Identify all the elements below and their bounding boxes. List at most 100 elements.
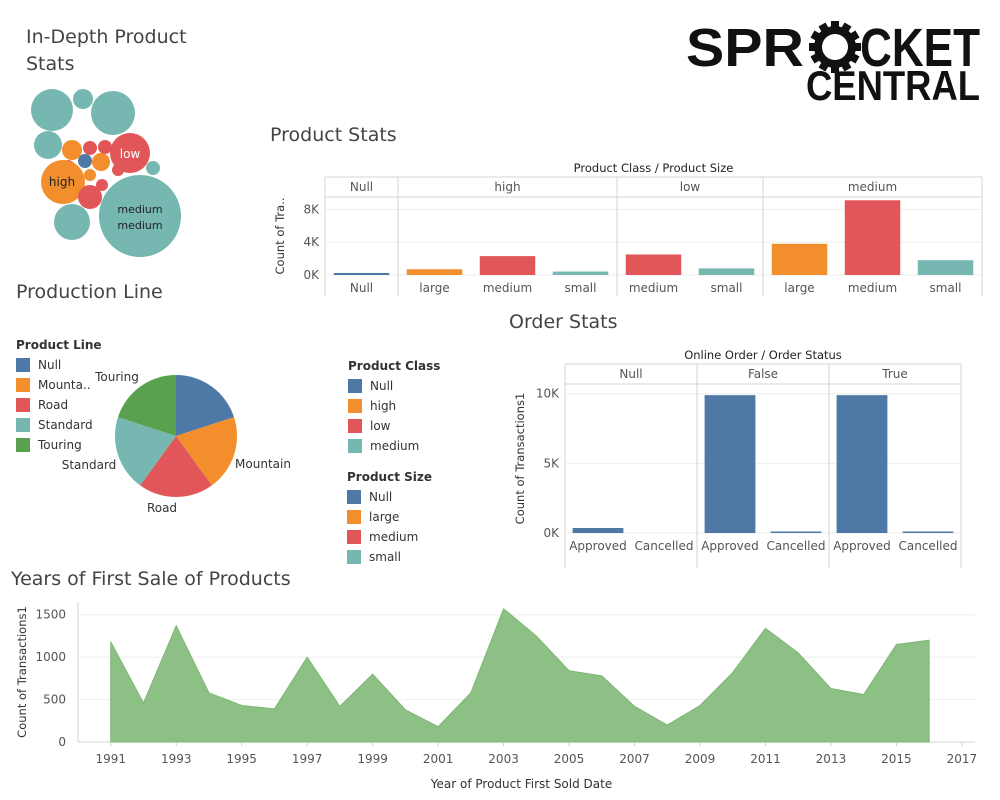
y-tick-label: 0 [58, 735, 66, 749]
area-series [110, 607, 930, 743]
legend-title: Product Class [348, 359, 441, 373]
bar [479, 256, 536, 275]
legend-label: medium [369, 530, 419, 544]
legend-label: Touring [38, 438, 82, 452]
x-tick-label: 2017 [947, 752, 978, 766]
logo-text-central: CENTRAL [806, 62, 980, 109]
y-axis-label: Count of Transactions1 [15, 606, 29, 738]
gear-tooth [818, 22, 830, 34]
x-tick-label: 2009 [685, 752, 716, 766]
legend-item[interactable]: medium [348, 436, 440, 456]
x-tick-label: Cancelled [899, 539, 958, 553]
bubble [112, 164, 124, 176]
legend-item[interactable]: large [347, 507, 432, 527]
legend-swatch [16, 378, 30, 392]
legend-swatch [348, 439, 362, 453]
gear-tooth [818, 60, 830, 72]
x-tick-label: Null [350, 281, 373, 295]
legend-item[interactable]: high [348, 396, 440, 416]
x-tick-label: small [930, 281, 962, 295]
legend-label: Mounta.. [38, 378, 91, 392]
bar [572, 527, 624, 533]
bar [770, 531, 822, 533]
y-tick-label: 500 [43, 693, 66, 707]
legend-item[interactable]: Touring [16, 435, 102, 455]
bar [625, 254, 682, 275]
legend-swatch [347, 490, 361, 504]
x-tick-label: 1999 [357, 752, 388, 766]
legend-swatch [347, 510, 361, 524]
legend-item[interactable]: Null [348, 376, 440, 396]
pie-slice [176, 417, 237, 486]
bar [836, 395, 888, 533]
x-axis-label: Year of Product First Sold Date [430, 777, 612, 791]
bubble [110, 133, 150, 173]
pie-slice [117, 374, 176, 436]
x-tick-label: small [711, 281, 743, 295]
bubble [62, 140, 82, 160]
x-tick-label: Approved [701, 539, 759, 553]
gear-tooth [848, 30, 860, 42]
group-label: medium [848, 180, 897, 194]
legend-label: high [370, 399, 397, 413]
bubble [84, 169, 96, 181]
legend-product-size: Product Size Null large medium small [347, 470, 432, 567]
legend-title: Product Line [16, 338, 102, 352]
sprocket-central-logo: SPR CKET CENTRAL [686, 18, 980, 109]
gear-tooth [810, 30, 822, 42]
bubble [91, 91, 135, 135]
y-tick-label: 8K [303, 202, 320, 216]
sprocket-gear-icon [809, 21, 861, 73]
group-label: True [881, 367, 908, 381]
legend-item[interactable]: Standard [16, 415, 102, 435]
product-stats-title: Product Stats [270, 124, 397, 146]
bubble [54, 204, 90, 240]
gear-tooth [853, 43, 861, 51]
bubble [31, 89, 73, 131]
group-label: high [494, 180, 520, 194]
bubble [98, 140, 112, 154]
gear-tooth [840, 60, 852, 72]
x-tick-label: Cancelled [635, 539, 694, 553]
legend-swatch [348, 419, 362, 433]
x-tick-label: 1991 [95, 752, 126, 766]
gear-tooth [840, 22, 852, 34]
legend-label: Road [38, 398, 69, 412]
legend-item[interactable]: low [348, 416, 440, 436]
legend-item[interactable]: Mounta.. [16, 375, 102, 395]
legend-item[interactable]: small [347, 547, 432, 567]
legend-label: Null [38, 358, 62, 372]
legend-item[interactable]: Road [16, 395, 102, 415]
bubble-label: medium [117, 219, 162, 232]
logo-text-cket: CKET [860, 18, 980, 78]
legend-swatch [16, 358, 30, 372]
legend-item[interactable]: Null [16, 355, 102, 375]
bubble [78, 185, 102, 209]
pie-slice [140, 436, 212, 497]
x-tick-label: Approved [833, 539, 891, 553]
y-axis-label: Count of Transactions1 [513, 393, 527, 525]
x-tick-label: 2015 [881, 752, 912, 766]
x-tick-label: 2013 [816, 752, 847, 766]
bubble-title: In-Depth Product Stats [26, 24, 187, 78]
legend-swatch [347, 550, 361, 564]
group-label: Null [619, 367, 642, 381]
pie-slice-label: Road [147, 501, 177, 515]
y-tick-label: 0K [543, 526, 560, 540]
bubble-label: medium [117, 203, 162, 216]
legend-item[interactable]: Null [347, 487, 432, 507]
legend-item[interactable]: medium [347, 527, 432, 547]
gear-tooth [809, 43, 817, 51]
x-tick-label: 2001 [423, 752, 454, 766]
x-tick-label: Approved [569, 539, 627, 553]
bubble-title-line-2: Stats [26, 53, 75, 75]
legend-swatch [348, 399, 362, 413]
legend-label: Standard [38, 418, 93, 432]
x-tick-label: small [565, 281, 597, 295]
pie-slice [114, 417, 176, 486]
bar [844, 200, 901, 275]
bubble [34, 131, 62, 159]
legend-swatch [16, 438, 30, 452]
group-label: False [748, 367, 778, 381]
